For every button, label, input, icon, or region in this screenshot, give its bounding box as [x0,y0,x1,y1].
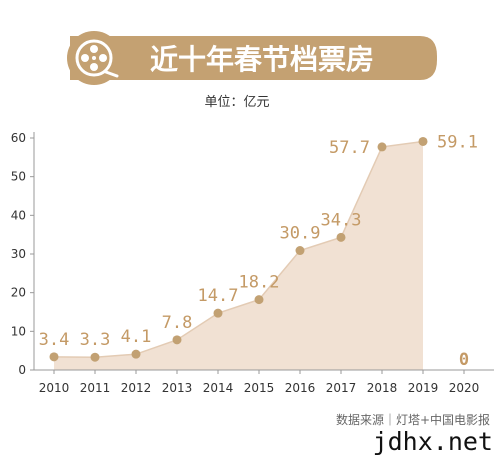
y-tick-label: 60 [11,131,26,145]
data-label: 4.1 [121,327,152,347]
x-tick-label: 2010 [39,381,70,395]
y-tick-label: 40 [11,208,26,222]
x-tick-label: 2019 [408,381,439,395]
x-tick-label: 2011 [80,381,111,395]
x-tick-label: 2013 [162,381,193,395]
data-label: 3.3 [80,330,111,350]
y-tick-label: 10 [11,324,26,338]
area-layer [53,140,424,370]
x-tick-label: 2014 [203,381,234,395]
data-label: 18.2 [239,273,280,293]
data-point [254,295,264,305]
source-note: 数据来源｜灯塔+中国电影报 [336,412,490,427]
x-tick-label: 2012 [121,381,152,395]
x-tick-label: 2020 [449,381,480,395]
data-point [418,136,428,146]
data-point [131,349,141,359]
x-tick-label: 2016 [285,381,316,395]
data-point [90,352,100,362]
data-label: 7.8 [162,313,193,333]
data-point [49,352,59,362]
y-tick-label: 50 [11,170,26,184]
data-label: 59.1 [437,132,478,152]
y-tick-label: 0 [18,363,26,377]
data-label: 30.9 [280,224,321,244]
data-label: 14.7 [198,286,239,306]
x-tick-label: 2017 [326,381,357,395]
data-point [336,232,346,242]
data-point [295,246,305,256]
axis-layer: 0 10 20 30 40 50 60 2010 2011 2012 2013 2014 2015 201… [11,131,494,395]
data-label: 34.3 [321,210,362,230]
y-tick-label: 30 [11,247,26,261]
data-point [172,335,182,345]
area-fill [54,141,423,370]
x-tick-label: 2018 [367,381,398,395]
point-layer [49,136,428,362]
y-tick-label: 20 [11,286,26,300]
unit-label: 单位：亿元 [204,95,269,110]
watermark: jdhx.net [373,427,493,456]
data-point [213,308,223,318]
chart-title: 近十年春节档票房 [150,43,374,76]
x-tick-label: 2015 [244,381,275,395]
data-point [377,142,387,152]
title-banner [70,36,437,80]
data-label: 57.7 [329,138,370,158]
label-layer: 3.4 3.3 4.1 7.814.718.2 30.934.3 57.7 59.1 0 [39,132,478,370]
data-label: 0 [459,350,469,370]
data-label: 3.4 [39,330,70,350]
film-reel-icon [75,39,119,78]
series-line [53,140,424,358]
